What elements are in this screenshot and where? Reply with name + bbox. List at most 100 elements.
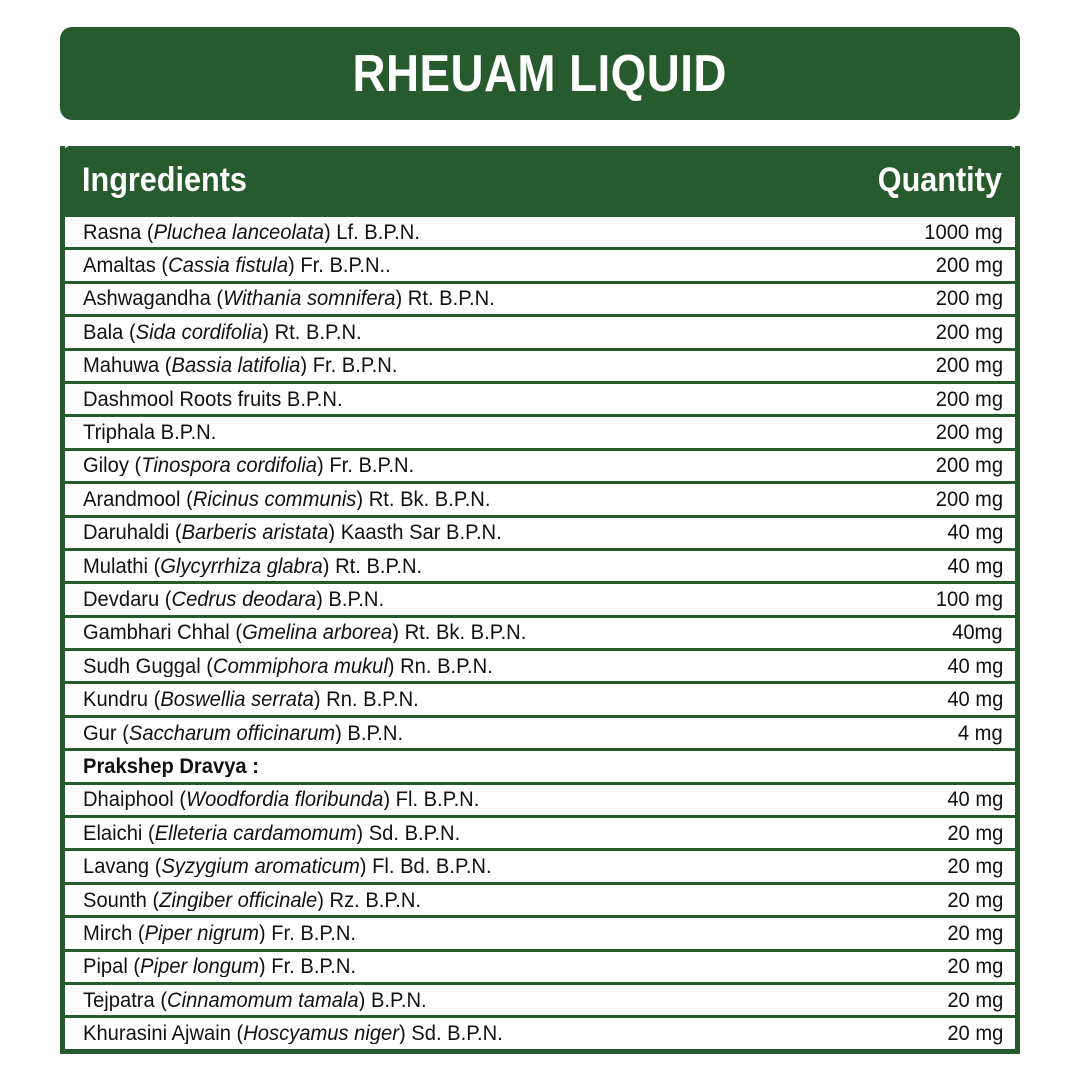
- table-row: Kundru (Boswellia serrata) Rn. B.P.N. 40 …: [65, 681, 1015, 715]
- botanical-name: Saccharum officinarum: [128, 722, 336, 744]
- botanical-name: Pluchea lanceolata: [153, 221, 324, 243]
- table-row: Rasna (Pluchea lanceolata) Lf. B.P.N. 100…: [65, 214, 1015, 248]
- ingredient-name: Giloy (Tinospora cordifolia) Fr. B.P.N.: [83, 455, 415, 477]
- ingredient-quantity: 20 mg: [946, 988, 1003, 1012]
- ingredient-name: Mahuwa (Bassia latifolia) Fr. B.P.N.: [83, 355, 398, 377]
- botanical-name: Glycyrrhiza glabra: [160, 555, 323, 577]
- table-row: Ashwagandha (Withania somnifera) Rt. B.P…: [65, 280, 1015, 315]
- botanical-name: Woodfordia floribunda: [186, 789, 384, 811]
- ingredient-quantity: 200 mg: [935, 421, 1003, 445]
- ingredient-quantity: 200 mg: [935, 287, 1003, 311]
- table-row: Daruhaldi (Barberis aristata) Kaasth Sar…: [65, 514, 1015, 548]
- table-row: Devdaru (Cedrus deodara) B.P.N. 100 mg: [65, 581, 1015, 615]
- botanical-name: Cinnamomum tamala: [167, 989, 359, 1011]
- botanical-name: Elleteria cardamomum: [154, 822, 357, 844]
- table-row: Pipal (Piper longum) Fr. B.P.N. 20 mg: [65, 948, 1015, 982]
- ingredient-quantity: 40 mg: [946, 554, 1003, 578]
- ingredient-name: Dhaiphool (Woodfordia floribunda) Fl. B.…: [83, 789, 480, 811]
- ingredient-name: Sudh Guggal (Commiphora mukul) Rn. B.P.N…: [83, 655, 493, 677]
- table-row: Triphala B.P.N. 200 mg: [65, 414, 1015, 448]
- table-header-row: Ingredients Quantity: [64, 146, 1016, 214]
- ingredient-quantity: 20 mg: [946, 888, 1003, 912]
- botanical-name: Barberis aristata: [181, 522, 329, 544]
- botanical-name: Zingiber officinale: [159, 889, 318, 911]
- botanical-name: Syzygium aromaticum: [161, 856, 360, 878]
- ingredient-quantity: 40 mg: [946, 788, 1003, 812]
- ingredient-name: Triphala B.P.N.: [83, 422, 217, 444]
- table-row: Sounth (Zingiber officinale) Rz. B.P.N. 2…: [65, 881, 1015, 916]
- botanical-name: Piper nigrum: [144, 922, 259, 944]
- ingredient-quantity: 200 mg: [935, 387, 1003, 411]
- ingredient-quantity: 200 mg: [935, 487, 1003, 511]
- ingredient-name: Mulathi (Glycyrrhiza glabra) Rt. B.P.N.: [83, 555, 423, 577]
- ingredient-name: Prakshep Dravya :: [83, 755, 259, 777]
- ingredients-table: Ingredients Quantity Rasna (Pluchea lanc…: [60, 146, 1020, 1054]
- ingredient-quantity: 20 mg: [946, 955, 1003, 979]
- table-row: Dhaiphool (Woodfordia floribunda) Fl. B.…: [65, 781, 1015, 816]
- botanical-name: Cassia fistula: [168, 255, 289, 277]
- ingredient-quantity: 40 mg: [946, 688, 1003, 712]
- ingredient-name: Tejpatra (Cinnamomum tamala) B.P.N.: [83, 989, 427, 1011]
- ingredient-name: Daruhaldi (Barberis aristata) Kaasth Sar…: [83, 522, 502, 544]
- ingredient-quantity: 20 mg: [946, 921, 1003, 945]
- ingredient-name: Mirch (Piper nigrum) Fr. B.P.N.: [83, 922, 356, 944]
- botanical-name: Cedrus deodara: [171, 588, 317, 610]
- table-row: Mirch (Piper nigrum) Fr. B.P.N. 20 mg: [65, 915, 1015, 949]
- table-row: Gur (Saccharum officinarum) B.P.N. 4 mg: [65, 714, 1015, 749]
- table-section-row: Prakshep Dravya :: [65, 748, 1015, 782]
- ingredient-quantity: 40 mg: [946, 654, 1003, 678]
- botanical-name: Boswellia serrata: [160, 689, 314, 711]
- page-title: RHEUAM LIQUID: [352, 44, 728, 103]
- ingredient-name: Gur (Saccharum officinarum) B.P.N.: [83, 722, 404, 744]
- ingredient-quantity: 100 mg: [935, 587, 1003, 611]
- ingredient-quantity: 1000 mg: [924, 220, 1003, 244]
- ingredient-name: Gambhari Chhal (Gmelina arborea) Rt. Bk.…: [83, 622, 527, 644]
- ingredient-quantity: 20 mg: [946, 1022, 1003, 1046]
- table-row: Gambhari Chhal (Gmelina arborea) Rt. Bk.…: [65, 614, 1015, 649]
- botanical-name: Commiphora mukul: [213, 655, 388, 677]
- ingredient-name: Lavang (Syzygium aromaticum) Fl. Bd. B.P…: [83, 856, 492, 878]
- ingredient-name: Sounth (Zingiber officinale) Rz. B.P.N.: [83, 889, 422, 911]
- ingredient-name: Elaichi (Elleteria cardamomum) Sd. B.P.N…: [83, 822, 461, 844]
- ingredient-name: Kundru (Boswellia serrata) Rn. B.P.N.: [83, 689, 419, 711]
- ingredient-name: Khurasini Ajwain (Hoscyamus niger) Sd. B…: [83, 1023, 503, 1045]
- botanical-name: Hoscyamus niger: [243, 1023, 399, 1045]
- botanical-name: Tinospora cordifolia: [141, 455, 318, 477]
- ingredient-name: Devdaru (Cedrus deodara) B.P.N.: [83, 588, 385, 610]
- table-row: Tejpatra (Cinnamomum tamala) B.P.N. 20 mg: [65, 981, 1015, 1016]
- ingredient-quantity: 40 mg: [946, 521, 1003, 545]
- ingredient-name: Bala (Sida cordifolia) Rt. B.P.N.: [83, 321, 362, 343]
- table-row: Sudh Guggal (Commiphora mukul) Rn. B.P.N…: [65, 648, 1015, 682]
- ingredient-name: Arandmool (Ricinus communis) Rt. Bk. B.P…: [83, 488, 491, 510]
- table-row: Elaichi (Elleteria cardamomum) Sd. B.P.N…: [65, 815, 1015, 849]
- table-row: Bala (Sida cordifolia) Rt. B.P.N. 200 mg: [65, 314, 1015, 348]
- table-row: Mulathi (Glycyrrhiza glabra) Rt. B.P.N. 4…: [65, 547, 1015, 582]
- botanical-name: Sida cordifolia: [135, 321, 263, 343]
- ingredient-quantity: 200 mg: [935, 254, 1003, 278]
- botanical-name: Piper longum: [140, 956, 259, 978]
- table-row: Lavang (Syzygium aromaticum) Fl. Bd. B.P…: [65, 848, 1015, 882]
- ingredient-quantity: 200 mg: [935, 354, 1003, 378]
- table-row: Dashmool Roots fruits B.P.N. 200 mg: [65, 380, 1015, 415]
- table-row: Giloy (Tinospora cordifolia) Fr. B.P.N. 2…: [65, 447, 1015, 482]
- ingredient-quantity: 4 mg: [958, 721, 1003, 745]
- botanical-name: Ricinus communis: [192, 488, 357, 510]
- column-header-quantity: Quantity: [877, 161, 1002, 199]
- table-row: Arandmool (Ricinus communis) Rt. Bk. B.P…: [65, 481, 1015, 515]
- ingredient-name: Ashwagandha (Withania somnifera) Rt. B.P…: [83, 288, 495, 310]
- botanical-name: Bassia latifolia: [171, 355, 301, 377]
- ingredient-name: Amaltas (Cassia fistula) Fr. B.P.N..: [83, 255, 391, 277]
- ingredient-name: Rasna (Pluchea lanceolata) Lf. B.P.N.: [83, 221, 420, 243]
- ingredient-quantity: 200 mg: [935, 320, 1003, 344]
- ingredient-name: Dashmool Roots fruits B.P.N.: [83, 388, 343, 410]
- table-row: Khurasini Ajwain (Hoscyamus niger) Sd. B…: [65, 1015, 1015, 1049]
- table-body: Rasna (Pluchea lanceolata) Lf. B.P.N. 100…: [65, 214, 1015, 1049]
- ingredient-quantity: 40mg: [952, 621, 1003, 645]
- ingredient-quantity: 20 mg: [946, 821, 1003, 845]
- table-row: Amaltas (Cassia fistula) Fr. B.P.N.. 200 …: [65, 247, 1015, 281]
- botanical-name: Gmelina arborea: [242, 622, 393, 644]
- column-header-ingredients: Ingredients: [82, 161, 247, 199]
- ingredient-quantity: 200 mg: [935, 454, 1003, 478]
- ingredient-name: Pipal (Piper longum) Fr. B.P.N.: [83, 956, 357, 978]
